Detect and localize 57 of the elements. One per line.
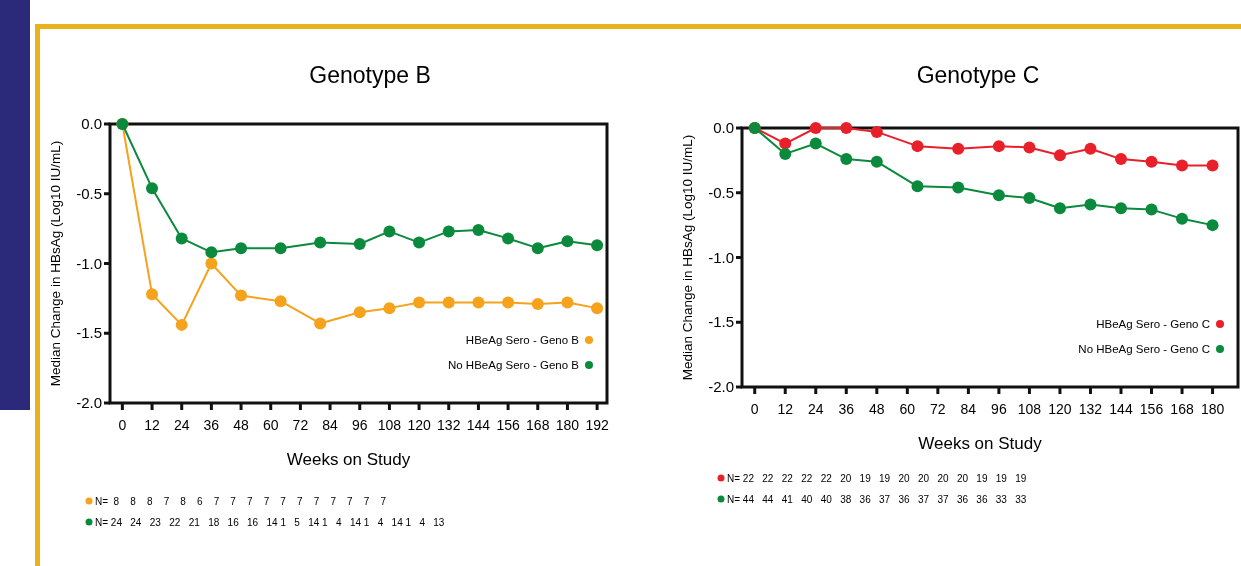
x-tick-label: 132	[437, 417, 461, 433]
x-tick-label: 48	[869, 401, 885, 417]
y-tick-label: -1.0	[76, 254, 102, 272]
x-tick-label: 144	[1109, 401, 1133, 417]
x-tick-label: 120	[407, 417, 431, 433]
x-tick-label: 96	[351, 417, 368, 433]
legend-label: HBeAg Sero - Geno C	[1096, 318, 1210, 330]
x-tick-label: 36	[203, 417, 220, 433]
x-tick-label: 180	[1200, 401, 1225, 417]
y-tick-label: -1.5	[708, 313, 734, 331]
y-axis-title: Median Change in HBsAg (Log10 IU/mL)	[48, 140, 63, 387]
x-tick-label: 120	[1048, 401, 1072, 417]
x-tick-label: 156	[1139, 401, 1164, 417]
x-tick-label: 60	[899, 401, 916, 417]
text: N= 44 44 41 40 40 38 36 37 36 37 37 36 36 33 33	[727, 494, 1027, 505]
x-tick-label: 192	[585, 417, 609, 433]
text: N= 8 8 8 7 8 6 7 7 7 7 7 7 7 7 7 7 7	[95, 496, 387, 507]
x-tick-label: 84	[322, 417, 339, 433]
x-tick-label: 24	[173, 417, 190, 433]
legend-label: No HBeAg Sero - Geno B	[447, 359, 580, 371]
x-tick-label: 12	[777, 401, 794, 417]
y-tick-label: 0.0	[81, 115, 102, 132]
chart-title: Genotype C	[916, 62, 1040, 88]
x-tick-label: 60	[262, 417, 279, 433]
x-tick-label: 108	[377, 417, 402, 433]
y-tick-label: -1.5	[76, 324, 102, 342]
x-tick-label: 24	[807, 401, 824, 417]
x-tick-label: 180	[555, 417, 580, 433]
y-tick-label: -2.0	[76, 394, 102, 411]
x-tick-label: 96	[991, 401, 1007, 417]
x-tick-label: 36	[838, 401, 855, 417]
y-axis-title: Median Change in HBsAg (Log10 IU/mL)	[680, 134, 695, 381]
x-tick-label: 144	[466, 417, 491, 433]
y-tick-label: -2.0	[708, 378, 734, 395]
chart-title: Genotype B	[309, 62, 431, 88]
x-tick-label: 12	[144, 417, 161, 433]
x-tick-label: 72	[930, 401, 946, 417]
x-tick-label: 84	[960, 401, 977, 417]
x-axis-title: Weeks on Study	[286, 450, 411, 469]
text: N= 22 22 22 22 22 20 19 19 20 20 20 20 19 19 19	[727, 473, 1027, 484]
y-tick-label: -0.5	[708, 183, 734, 201]
x-tick-label: 168	[526, 417, 550, 433]
x-tick-label: 0	[118, 417, 127, 433]
x-tick-label: 72	[292, 417, 309, 433]
legend-label: No HBeAg Sero - Geno C	[1078, 343, 1210, 355]
x-tick-label: 168	[1170, 401, 1194, 417]
y-tick-label: -1.0	[708, 248, 734, 266]
x-tick-label: 156	[496, 417, 520, 433]
x-tick-label: 0	[750, 401, 759, 417]
y-tick-label: 0.0	[713, 119, 734, 136]
x-tick-label: 48	[233, 417, 250, 433]
x-axis-title: Weeks on Study	[918, 434, 1043, 453]
x-tick-label: 108	[1017, 401, 1042, 417]
legend-label: HBeAg Sero - Geno B	[465, 334, 580, 346]
text: N= 24 24 23 22 21 18 16 16 14 1 5 14 1 4 14 1 4 14 1 4 13	[95, 517, 445, 528]
y-tick-label: -0.5	[76, 184, 102, 202]
x-tick-label: 132	[1078, 401, 1103, 417]
